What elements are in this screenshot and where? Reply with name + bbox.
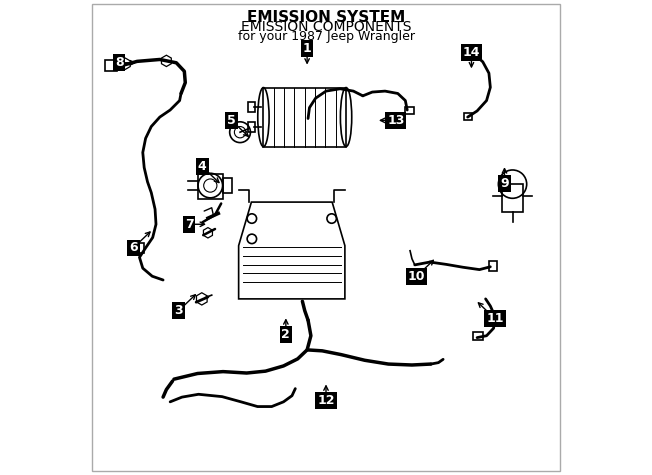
Bar (406, 107, 414, 114)
Text: for your 1987 Jeep Wrangler: for your 1987 Jeep Wrangler (237, 30, 415, 43)
Text: 5: 5 (227, 114, 236, 127)
Bar (198, 174, 223, 199)
Text: 6: 6 (129, 241, 138, 255)
Text: 1: 1 (303, 42, 312, 55)
Bar (248, 122, 255, 132)
Text: EMISSION SYSTEM: EMISSION SYSTEM (247, 10, 405, 25)
Text: 4: 4 (198, 160, 207, 173)
Text: 2: 2 (282, 328, 290, 341)
Text: 14: 14 (463, 46, 480, 59)
Text: 10: 10 (408, 270, 425, 283)
Bar (489, 261, 497, 271)
Bar (223, 178, 231, 193)
Text: 7: 7 (185, 218, 194, 231)
Bar (263, 87, 346, 147)
Text: 11: 11 (486, 312, 504, 325)
Text: 3: 3 (174, 304, 183, 317)
Text: 8: 8 (115, 56, 123, 69)
Text: 12: 12 (318, 394, 334, 407)
Bar (464, 114, 473, 120)
Text: EMISSION COMPONENTS: EMISSION COMPONENTS (241, 20, 411, 34)
Bar (464, 47, 473, 54)
Bar (133, 243, 143, 253)
Text: 13: 13 (387, 114, 405, 127)
Bar (502, 184, 523, 212)
Bar (473, 332, 482, 341)
Bar (105, 60, 117, 71)
Bar (248, 102, 255, 113)
Text: 9: 9 (500, 177, 509, 190)
